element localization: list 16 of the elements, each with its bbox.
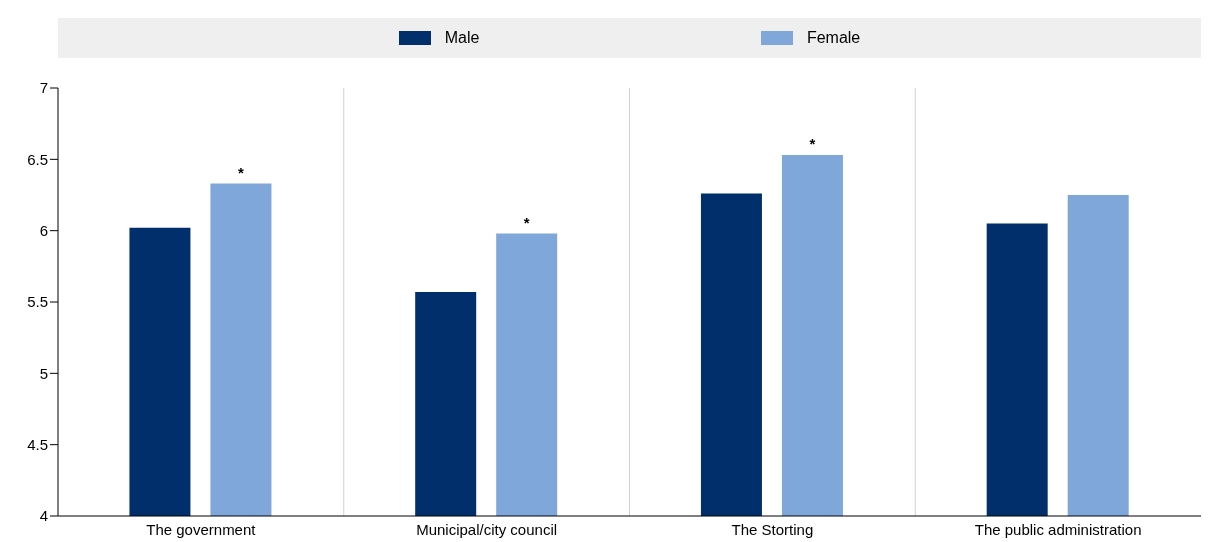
y-tick-label: 5.5 — [27, 293, 48, 311]
y-tick-label: 4 — [39, 507, 48, 525]
x-tick-label: The public administration — [974, 520, 1142, 538]
x-tick-label: The Storting — [731, 520, 814, 538]
y-tick-label: 7 — [39, 79, 48, 97]
data-label: * — [809, 135, 816, 153]
x-tick-label: Municipal/city council — [416, 520, 558, 538]
y-tick-label: 5 — [39, 364, 48, 382]
data-label: * — [523, 213, 530, 231]
y-tick-label: 6 — [39, 221, 48, 239]
y-tick-label: 6.5 — [27, 150, 48, 168]
legend-label: Female — [806, 29, 861, 47]
data-label: * — [238, 163, 245, 181]
legend-label: Male — [444, 29, 480, 47]
x-tick-label: The government — [146, 520, 257, 538]
y-tick-label: 4.5 — [27, 435, 48, 453]
